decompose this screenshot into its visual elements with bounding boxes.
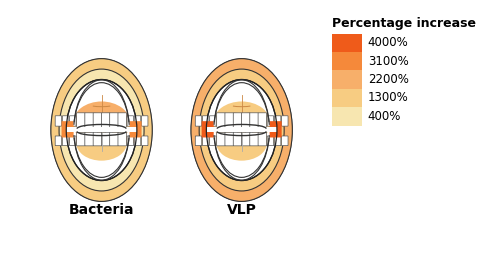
FancyBboxPatch shape bbox=[134, 136, 140, 146]
FancyBboxPatch shape bbox=[142, 136, 148, 146]
Ellipse shape bbox=[245, 125, 253, 135]
FancyBboxPatch shape bbox=[242, 132, 250, 146]
FancyBboxPatch shape bbox=[216, 113, 225, 128]
FancyBboxPatch shape bbox=[267, 116, 274, 126]
FancyBboxPatch shape bbox=[225, 132, 234, 146]
Ellipse shape bbox=[216, 124, 267, 161]
Text: VLP: VLP bbox=[226, 203, 256, 217]
FancyBboxPatch shape bbox=[55, 136, 62, 146]
FancyBboxPatch shape bbox=[85, 132, 94, 146]
FancyBboxPatch shape bbox=[118, 132, 126, 146]
Bar bbox=[332, 52, 362, 70]
FancyBboxPatch shape bbox=[216, 132, 225, 146]
FancyBboxPatch shape bbox=[102, 132, 110, 146]
FancyBboxPatch shape bbox=[208, 120, 276, 129]
FancyBboxPatch shape bbox=[76, 113, 85, 128]
FancyBboxPatch shape bbox=[66, 127, 137, 132]
FancyBboxPatch shape bbox=[142, 116, 148, 126]
FancyBboxPatch shape bbox=[134, 116, 140, 126]
Ellipse shape bbox=[206, 80, 277, 181]
FancyBboxPatch shape bbox=[250, 132, 258, 146]
FancyBboxPatch shape bbox=[282, 136, 288, 146]
FancyBboxPatch shape bbox=[93, 132, 102, 146]
FancyBboxPatch shape bbox=[233, 132, 242, 146]
Ellipse shape bbox=[105, 125, 112, 135]
FancyBboxPatch shape bbox=[196, 136, 202, 146]
Text: 4000%: 4000% bbox=[368, 36, 408, 49]
FancyBboxPatch shape bbox=[85, 113, 94, 128]
FancyBboxPatch shape bbox=[127, 136, 134, 146]
FancyBboxPatch shape bbox=[267, 136, 274, 146]
FancyBboxPatch shape bbox=[196, 116, 202, 126]
FancyBboxPatch shape bbox=[258, 113, 266, 128]
Text: 2200%: 2200% bbox=[368, 73, 408, 86]
Ellipse shape bbox=[59, 69, 144, 191]
FancyBboxPatch shape bbox=[282, 116, 288, 126]
FancyBboxPatch shape bbox=[208, 136, 276, 143]
FancyBboxPatch shape bbox=[68, 136, 136, 143]
FancyBboxPatch shape bbox=[206, 127, 277, 132]
Ellipse shape bbox=[213, 102, 270, 145]
Text: 1300%: 1300% bbox=[368, 91, 408, 105]
Bar bbox=[332, 107, 362, 125]
Ellipse shape bbox=[230, 125, 238, 135]
Ellipse shape bbox=[66, 80, 137, 181]
FancyBboxPatch shape bbox=[76, 132, 85, 146]
FancyBboxPatch shape bbox=[202, 116, 209, 126]
FancyBboxPatch shape bbox=[70, 136, 76, 146]
Ellipse shape bbox=[199, 69, 284, 191]
Text: Percentage increase: Percentage increase bbox=[332, 17, 476, 29]
FancyBboxPatch shape bbox=[202, 136, 209, 146]
FancyBboxPatch shape bbox=[210, 116, 216, 126]
FancyBboxPatch shape bbox=[258, 132, 266, 146]
Bar bbox=[332, 34, 362, 52]
FancyBboxPatch shape bbox=[70, 116, 76, 126]
FancyBboxPatch shape bbox=[102, 113, 110, 128]
FancyBboxPatch shape bbox=[93, 113, 102, 128]
Bar bbox=[332, 89, 362, 107]
FancyBboxPatch shape bbox=[242, 113, 250, 128]
FancyBboxPatch shape bbox=[110, 132, 118, 146]
FancyBboxPatch shape bbox=[55, 116, 62, 126]
FancyBboxPatch shape bbox=[274, 136, 281, 146]
FancyBboxPatch shape bbox=[210, 136, 216, 146]
FancyBboxPatch shape bbox=[118, 113, 126, 128]
FancyBboxPatch shape bbox=[233, 113, 242, 128]
Ellipse shape bbox=[73, 102, 130, 145]
FancyBboxPatch shape bbox=[250, 113, 258, 128]
Bar bbox=[332, 70, 362, 89]
Text: 3100%: 3100% bbox=[368, 55, 408, 68]
Ellipse shape bbox=[51, 59, 152, 201]
FancyBboxPatch shape bbox=[225, 113, 234, 128]
FancyBboxPatch shape bbox=[127, 116, 134, 126]
Text: Bacteria: Bacteria bbox=[69, 203, 134, 217]
FancyBboxPatch shape bbox=[110, 113, 118, 128]
Ellipse shape bbox=[76, 124, 127, 161]
FancyBboxPatch shape bbox=[274, 116, 281, 126]
Text: 400%: 400% bbox=[368, 110, 401, 123]
FancyBboxPatch shape bbox=[68, 120, 136, 129]
FancyBboxPatch shape bbox=[130, 121, 141, 137]
FancyBboxPatch shape bbox=[202, 121, 213, 137]
FancyBboxPatch shape bbox=[62, 121, 74, 137]
Ellipse shape bbox=[90, 125, 98, 135]
FancyBboxPatch shape bbox=[62, 116, 69, 126]
FancyBboxPatch shape bbox=[62, 136, 69, 146]
Ellipse shape bbox=[191, 59, 292, 201]
FancyBboxPatch shape bbox=[270, 121, 281, 137]
